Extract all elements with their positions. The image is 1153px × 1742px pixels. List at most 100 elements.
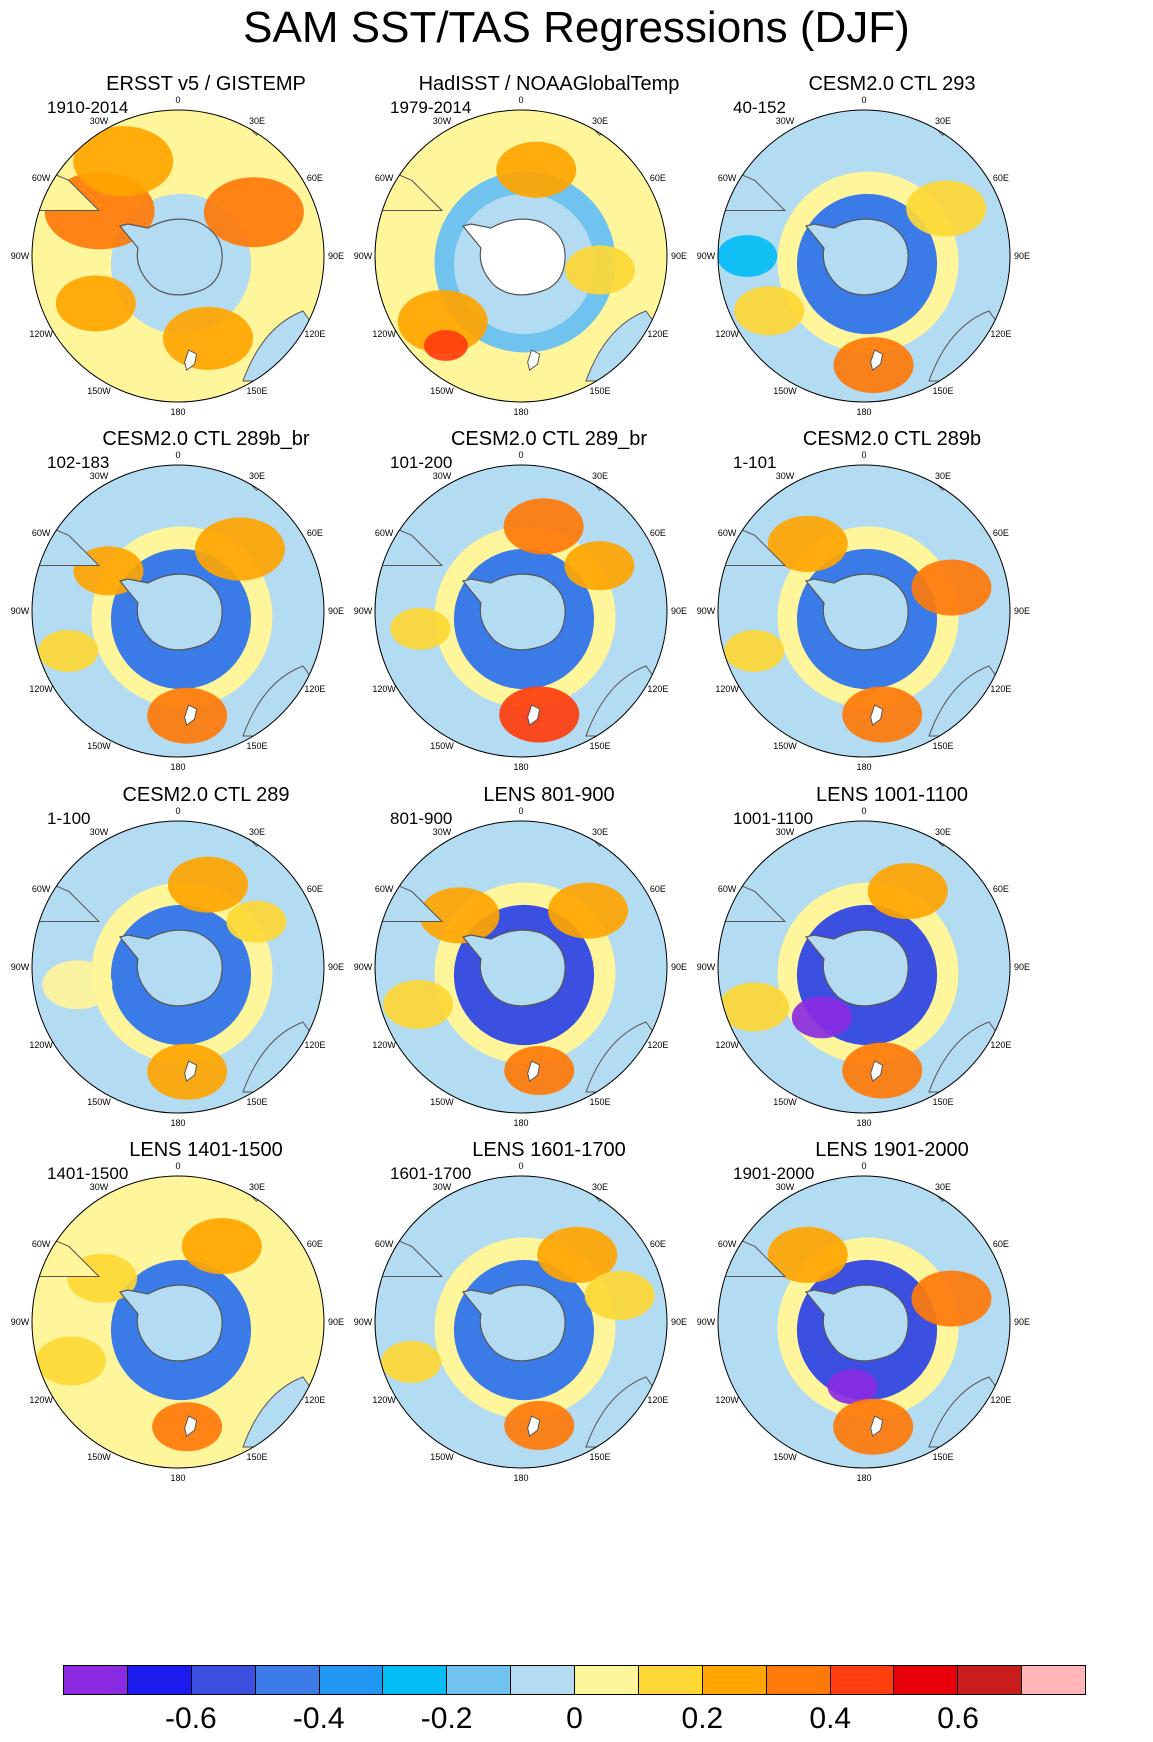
longitude-label: 150E	[589, 386, 610, 396]
colorbar-swatch	[894, 1666, 959, 1694]
anomaly-blob	[719, 982, 790, 1032]
anomaly-blob	[73, 126, 174, 197]
anomaly-blob	[203, 177, 304, 248]
longitude-label: 150W	[773, 386, 797, 396]
longitude-label: 120W	[29, 1395, 53, 1405]
longitude-label: 120W	[715, 684, 739, 694]
longitude-label: 180	[513, 407, 528, 417]
longitude-label: 90W	[354, 606, 373, 616]
colorbar-swatch	[575, 1666, 639, 1694]
new-zealand-landmass	[870, 1060, 884, 1082]
panel-period: 1901-2000	[733, 1164, 815, 1183]
longitude-label: 180	[856, 407, 871, 417]
longitude-label: 90E	[671, 606, 687, 616]
longitude-label: 150W	[430, 1452, 454, 1462]
polar-map: 0 30E 60E 90E 120E 150E 180 150W 120W 90W 60W 30W	[11, 806, 344, 1128]
anomaly-blob	[767, 1226, 848, 1283]
longitude-label: 180	[513, 1118, 528, 1128]
anomaly-blob	[718, 235, 778, 277]
longitude-label: 60W	[375, 528, 394, 538]
longitude-label: 150E	[589, 1097, 610, 1107]
longitude-label: 180	[513, 762, 528, 772]
longitude-label: 60W	[32, 528, 51, 538]
map-boundary	[374, 820, 668, 1114]
longitude-label: 120E	[647, 329, 668, 339]
map-boundary	[717, 464, 1011, 758]
colorbar-swatch	[191, 1666, 256, 1694]
colorbar-swatch	[638, 1666, 703, 1694]
colorbar-swatch	[447, 1666, 512, 1694]
longitude-label: 0	[861, 95, 866, 105]
map-panel: LENS 1601-1700 0 30E 60E 90E 120E 150E 180 150W 1…	[354, 1138, 741, 1533]
longitude-label: 60E	[650, 528, 666, 538]
anomaly-blob	[504, 1401, 575, 1451]
anomaly-blob	[911, 559, 992, 616]
longitude-label: 30E	[935, 471, 951, 481]
colorbar-tick-label: 0.2	[681, 1702, 724, 1735]
longitude-label: 150W	[87, 741, 111, 751]
longitude-label: 60W	[718, 1239, 737, 1249]
anomaly-blob	[504, 1046, 575, 1096]
anomaly-blob	[842, 1042, 923, 1099]
longitude-label: 120E	[304, 329, 325, 339]
antarctica-landmass	[461, 218, 566, 296]
longitude-label: 90W	[697, 606, 716, 616]
longitude-label: 30W	[433, 1182, 452, 1192]
anomaly-blob	[194, 517, 285, 581]
panel-title: CESM2.0 CTL 293	[808, 73, 976, 95]
new-zealand-landmass	[870, 1415, 884, 1437]
longitude-label: 60E	[650, 1239, 666, 1249]
longitude-label: 120E	[990, 1395, 1011, 1405]
longitude-label: 120E	[990, 684, 1011, 694]
longitude-label: 150W	[430, 386, 454, 396]
colorbar-tick-label: 0.4	[809, 1702, 852, 1735]
polar-map: 0 30E 60E 90E 120E 150E 180 150W 120W 90W 60W 30W	[11, 450, 344, 772]
map-panel: CESM2.0 CTL 293 0 30E 60E 90E 120E 150E 180 150W…	[697, 72, 1084, 467]
longitude-label: 90W	[354, 1317, 373, 1327]
antarctica-landmass	[804, 1284, 909, 1362]
polar-map: 0 30E 60E 90E 120E 150E 180 150W 120W 90W 60W 30W	[354, 95, 687, 417]
longitude-label: 150E	[246, 386, 267, 396]
panel-period: 1910-2014	[47, 98, 129, 117]
longitude-label: 120W	[715, 329, 739, 339]
longitude-label: 60W	[32, 173, 51, 183]
longitude-label: 90W	[11, 251, 30, 261]
anomaly-blob	[381, 1340, 442, 1383]
panel-title: LENS 1901-2000	[815, 1139, 969, 1161]
colorbar-swatch	[766, 1666, 831, 1694]
longitude-label: 90E	[328, 1317, 344, 1327]
longitude-label: 30E	[935, 116, 951, 126]
longitude-label: 30E	[249, 1182, 265, 1192]
longitude-label: 30W	[776, 1182, 795, 1192]
panel-title: ERSST v5 / GISTEMP	[106, 73, 306, 95]
longitude-label: 180	[170, 407, 185, 417]
map-panel: LENS 1401-1500 0 30E 60E 90E 120E 150E 180 150W 1…	[11, 1138, 398, 1533]
longitude-label: 30W	[433, 471, 452, 481]
anomaly-blob	[419, 887, 500, 944]
colorbar-swatch	[255, 1666, 320, 1694]
longitude-label: 150W	[773, 1097, 797, 1107]
longitude-label: 90E	[328, 251, 344, 261]
new-zealand-landmass	[870, 704, 884, 726]
longitude-label: 150W	[773, 1452, 797, 1462]
longitude-label: 180	[170, 1473, 185, 1483]
longitude-label: 150W	[87, 386, 111, 396]
polar-map: 0 30E 60E 90E 120E 150E 180 150W 120W 90W 60W 30W	[354, 450, 687, 772]
colorbar-swatch	[702, 1666, 767, 1694]
longitude-label: 60W	[718, 528, 737, 538]
antarctica-landmass	[461, 929, 566, 1007]
longitude-label: 60W	[375, 1239, 394, 1249]
map-panel: ERSST v5 / GISTEMP 0 30E 60E 90E 120E 150E 180 1…	[11, 72, 398, 467]
anomaly-blob	[867, 863, 948, 920]
polar-map: 0 30E 60E 90E 120E 150E 180 150W 120W 90W 60W 30W	[11, 1161, 344, 1483]
colorbar-tick-label: -0.6	[165, 1702, 217, 1735]
longitude-label: 30W	[776, 116, 795, 126]
longitude-label: 90W	[697, 962, 716, 972]
longitude-label: 90E	[1014, 962, 1030, 972]
new-zealand-landmass	[184, 1060, 198, 1082]
longitude-label: 0	[518, 95, 523, 105]
panel-title: CESM2.0 CTL 289_br	[450, 428, 647, 450]
longitude-label: 120W	[715, 1395, 739, 1405]
map-panel: LENS 801-900 0 30E 60E 90E 120E 150E 180 150W 120…	[354, 783, 741, 1178]
anomaly-blob	[397, 290, 488, 354]
